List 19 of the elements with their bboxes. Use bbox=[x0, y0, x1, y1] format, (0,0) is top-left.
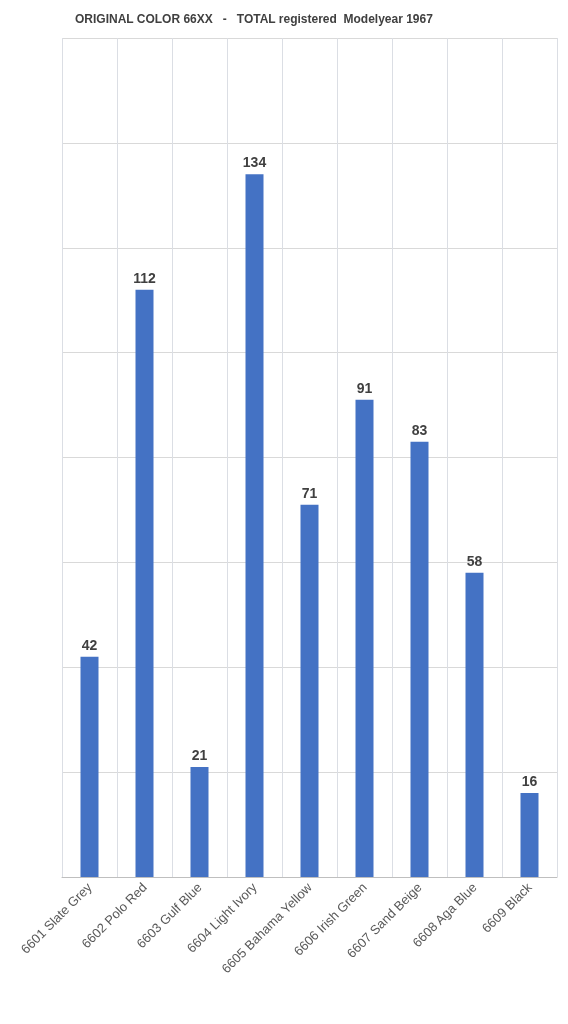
data-label: 42 bbox=[81, 636, 98, 653]
bar bbox=[80, 656, 99, 877]
bar bbox=[245, 174, 264, 877]
bar bbox=[355, 399, 374, 877]
data-label: 16 bbox=[521, 773, 538, 790]
bar bbox=[190, 766, 209, 877]
data-label: 21 bbox=[191, 746, 208, 763]
bar bbox=[520, 793, 539, 877]
data-label: 91 bbox=[356, 379, 373, 396]
bar bbox=[410, 441, 429, 877]
data-label: 83 bbox=[411, 421, 428, 438]
bar bbox=[465, 572, 484, 877]
data-label: 134 bbox=[242, 154, 267, 171]
data-label: 58 bbox=[466, 552, 483, 569]
data-label: 112 bbox=[133, 269, 156, 286]
bar bbox=[135, 289, 154, 877]
data-label: 71 bbox=[301, 484, 318, 501]
bar bbox=[300, 504, 319, 877]
chart-title: ORIGINAL COLOR 66XX - TOTAL registered Modelyear 1967 bbox=[75, 12, 434, 26]
